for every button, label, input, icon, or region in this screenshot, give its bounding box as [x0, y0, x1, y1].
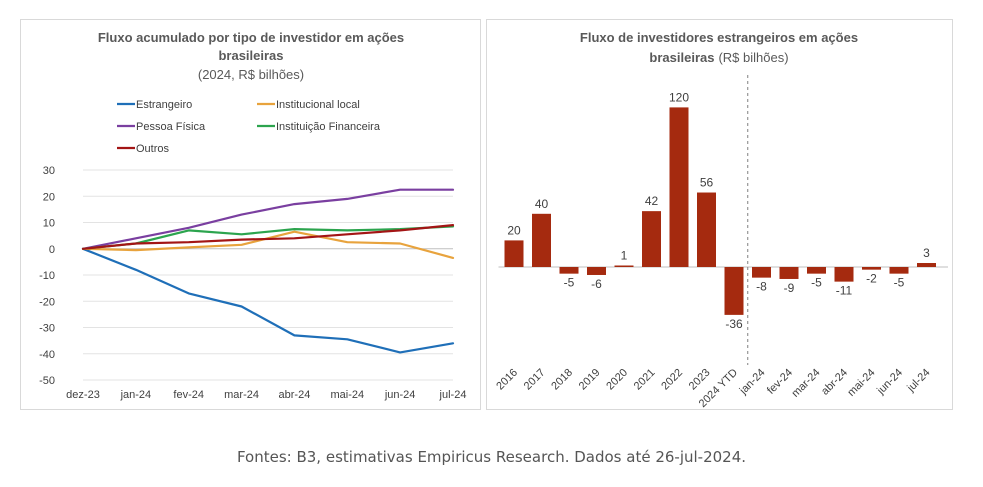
foreign-flow-chart-panel: Fluxo de investidores estrangeiros em aç…: [486, 19, 953, 410]
series-line-outros: [81, 224, 455, 250]
bar-fev-24: [779, 267, 799, 279]
y-tick-label: -30: [39, 323, 55, 335]
bar-value-label-2023: 56: [700, 176, 714, 190]
bar-2024-ytd: [724, 267, 744, 315]
line-chart-subtitle: (2024, R$ bilhões): [198, 67, 304, 82]
bar-value-label-2019: -6: [591, 277, 602, 291]
line-chart-title-line1: Fluxo acumulado por tipo de investidor e…: [98, 30, 404, 45]
bar-chart-title-line2: brasileiras (R$ bilhões): [649, 50, 788, 65]
bar-value-label-2022: 120: [669, 90, 689, 104]
bar-2020: [614, 265, 634, 267]
bar-category-label-jun-24: jun-24: [874, 367, 905, 398]
series-line-institucional-local: [81, 230, 455, 259]
x-tick-label-fev-24: fev-24: [173, 389, 204, 401]
line-chart-y-axis: 30 20 10 0 -10 -20 -30 -40 -50: [39, 165, 55, 387]
cumulative-flow-line-chart: Fluxo acumulado por tipo de investidor e…: [39, 30, 466, 401]
bar-category-label-abr-24: abr-24: [819, 367, 850, 398]
x-tick-label-abr-24: abr-24: [279, 389, 311, 401]
bar-category-label-jul-24: jul-24: [904, 367, 932, 395]
legend-label-estrangeiro: Estrangeiro: [136, 99, 192, 111]
bar-category-label-jan-24: jan-24: [737, 367, 768, 398]
bar-category-label-2017: 2017: [522, 367, 548, 393]
bar-value-label-mai-24: -2: [866, 272, 877, 286]
bar-value-label-2021: 42: [645, 194, 659, 208]
bar-value-label-abr-24: -11: [836, 284, 853, 298]
x-tick-label-dez-23: dez-23: [66, 389, 100, 401]
bar-category-label-2019: 2019: [577, 367, 603, 393]
series-line-estrangeiro: [81, 247, 455, 354]
bar-value-label-2017: 40: [535, 197, 549, 211]
bar-jun-24: [889, 267, 909, 274]
bar-value-label-jan-24: -8: [756, 280, 767, 294]
bar-2017: [532, 213, 551, 267]
y-tick-label: -50: [39, 375, 55, 387]
x-tick-label-mar-24: mar-24: [224, 389, 259, 401]
bar-mar-24: [807, 267, 826, 274]
x-tick-label-jul-24: jul-24: [439, 389, 467, 401]
bar-value-label-2018: -5: [564, 276, 575, 290]
bar-chart-title-unit: (R$ bilhões): [718, 50, 788, 65]
bar-value-label-2020: 1: [621, 249, 628, 263]
bar-abr-24: [834, 267, 854, 282]
bar-category-label-2022: 2022: [659, 367, 685, 393]
x-tick-label-jan-24: jan-24: [120, 389, 152, 401]
x-tick-label-mai-24: mai-24: [330, 389, 364, 401]
legend-label-institucional-local: Institucional local: [276, 99, 360, 111]
bar-category-label-2016: 2016: [494, 367, 520, 393]
source-caption: Fontes: B3, estimativas Empiricus Resear…: [236, 448, 747, 466]
bar-value-label-jul-24: 3: [923, 246, 930, 260]
bar-value-label-mar-24: -5: [811, 276, 822, 290]
bar-category-label-mar-24: mar-24: [789, 367, 822, 400]
y-tick-label: 10: [43, 218, 55, 230]
bar-chart-data-labels: 20 40 -5 -6 1 42 120 56 -36 -8 -9 -5 -11 -2 -5 3: [507, 90, 930, 330]
bar-2021: [642, 211, 661, 267]
series-line-pessoa-f-sica: [81, 188, 455, 250]
legend-label-outros: Outros: [136, 143, 170, 155]
line-chart-series: [81, 188, 455, 354]
cumulative-flow-chart-panel: Fluxo acumulado por tipo de investidor e…: [20, 19, 481, 410]
y-tick-label: -10: [39, 270, 55, 282]
bar-chart-baseline: [498, 75, 948, 365]
bar-category-label-2021: 2021: [632, 367, 658, 393]
bar-2018: [559, 267, 579, 274]
line-chart-x-axis: dez-23 jan-24 fev-24 mar-24 abr-24 mai-24 jun-…: [66, 389, 466, 401]
bar-value-label-2024-ytd: -36: [725, 317, 743, 331]
y-tick-label: -40: [39, 349, 55, 361]
line-chart-gridlines: [83, 169, 453, 381]
bar-category-label-mai-24: mai-24: [845, 367, 877, 399]
legend-label-institui-o-financeira: Instituição Financeira: [276, 121, 381, 133]
bar-jul-24: [917, 263, 936, 267]
y-tick-label: 0: [49, 244, 55, 256]
bar-2022: [669, 107, 689, 268]
bar-2023: [697, 192, 716, 267]
bar-category-label-2020: 2020: [604, 367, 630, 393]
bar-2016: [504, 240, 524, 267]
legend-label-pessoa-f-sica: Pessoa Física: [136, 121, 206, 133]
line-chart-legend: Estrangeiro Institucional local Pessoa Fís…: [117, 99, 381, 155]
bar-mai-24: [862, 267, 881, 270]
bar-chart-bars: [504, 107, 936, 315]
bar-jan-24: [752, 267, 771, 278]
series-line-institui-o-financeira: [81, 225, 455, 250]
bar-category-label-2018: 2018: [549, 367, 575, 393]
y-tick-label: 30: [43, 165, 55, 177]
foreign-flow-bar-chart: Fluxo de investidores estrangeiros em aç…: [494, 30, 948, 410]
line-chart-title-line2: brasileiras: [218, 48, 283, 63]
y-tick-label: -20: [39, 296, 55, 308]
y-tick-label: 20: [43, 191, 55, 203]
bar-value-label-fev-24: -9: [784, 281, 795, 295]
bar-chart-title-line1: Fluxo de investidores estrangeiros em aç…: [580, 30, 858, 45]
bar-2019: [587, 267, 606, 275]
x-tick-label-jun-24: jun-24: [384, 389, 416, 401]
bar-value-label-jun-24: -5: [894, 276, 905, 290]
bar-chart-title-bold: brasileiras: [649, 50, 714, 65]
bar-value-label-2016: 20: [507, 223, 521, 237]
